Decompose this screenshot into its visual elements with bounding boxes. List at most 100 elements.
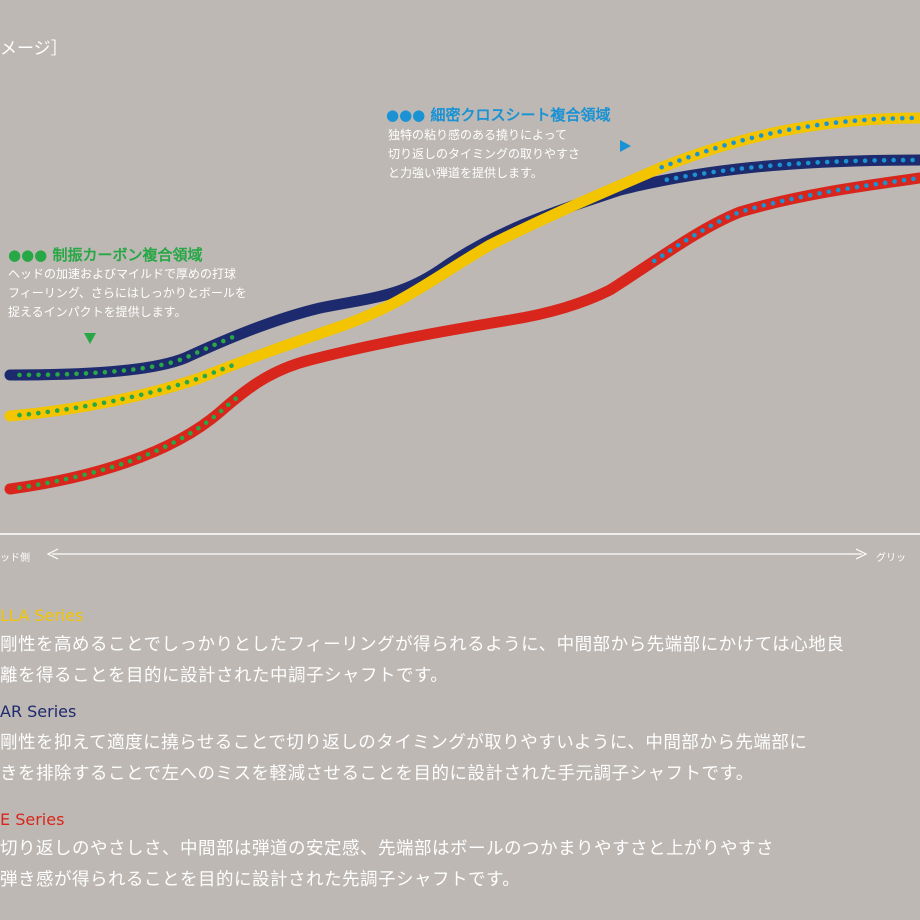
cross-region-marker-icon: [620, 140, 631, 152]
carbon-desc-line: フィーリング、さらにはしっかりとボールを: [8, 286, 247, 300]
carbon-fiber-dot: [186, 354, 191, 359]
cross-sheet-dot: [871, 117, 877, 122]
cross-sheet-dot: [708, 223, 714, 229]
cross-sheet-dot: [780, 198, 785, 204]
cross-sheet-dot: [862, 158, 868, 163]
cross-sheet-dot: [683, 174, 688, 179]
carbon-region-marker-icon: [84, 333, 96, 344]
cross-sheet-dot: [805, 160, 811, 166]
carbon-fiber-dot: [121, 368, 127, 373]
cross-sheet-dot: [713, 145, 718, 151]
cross-sheet-dot: [873, 181, 879, 187]
cross-sheet-dot: [786, 127, 792, 132]
cross-sheet-dot: [768, 131, 773, 136]
carbon-fiber-dot: [211, 414, 217, 420]
carbon-fiber-dot: [111, 398, 116, 404]
cross-sheet-dot: [692, 233, 697, 238]
series-desc-line: きを排除することで左へのミスを軽減させることを目的に設計された手元調子シャフトで…: [0, 764, 754, 784]
series-description-red: 切り返しのやさしさ、中間部は弾道の安定感、先端部はボールのつかまりやすさと上がり…: [0, 834, 774, 896]
carbon-fiber-dot: [91, 470, 97, 475]
carbon-fiber-dot: [83, 403, 88, 409]
cross-sheet-dot: [824, 159, 830, 165]
cross-desc-line: 独特の粘り感のある撓りによって: [388, 128, 568, 142]
cross-sheet-dot: [667, 248, 673, 253]
carbon-fiber-dot: [226, 402, 231, 408]
series-description-yellow: 剛性を高めることでしっかりとしたフィーリングが得られるように、中間部から先端部に…: [0, 630, 844, 692]
carbon-fiber-dot: [101, 400, 107, 406]
cross-sheet-dot: [725, 215, 731, 220]
cross-sheet-dot: [900, 157, 906, 163]
carbon-fiber-dot: [177, 357, 183, 363]
cross-sheet-dot: [700, 228, 705, 233]
carbon-fiber-dot: [168, 360, 173, 366]
cross-sheet-dot: [854, 184, 860, 190]
cross-sheet-dot: [664, 177, 670, 182]
cross-sheet-dot: [815, 160, 820, 165]
carbon-desc-line: ヘッドの加速およびマイルドで厚めの打球: [8, 267, 237, 281]
carbon-fiber-dot: [179, 435, 185, 441]
carbon-fiber-dot: [229, 363, 234, 369]
cross-sheet-dot: [911, 176, 916, 182]
cross-sheet-dot: [900, 115, 905, 121]
cross-annotation-description: 独特の粘り感のある撓りによって 切り返しのタイミングの取りやすさ と力強い弾道を…: [388, 126, 628, 183]
carbon-fiber-dot: [140, 365, 145, 371]
carbon-fiber-dot: [221, 338, 226, 344]
cross-sheet-dot: [814, 122, 820, 128]
carbon-dots-icon: ●●●: [8, 246, 48, 264]
cross-sheet-dot: [852, 118, 858, 123]
cross-sheet-dot: [761, 203, 767, 208]
fiber-dots-layer: [17, 115, 916, 491]
cross-sheet-dot: [826, 189, 832, 194]
carbon-annotation-title: ●●● 制振カーボン複合領域: [8, 244, 203, 265]
carbon-fiber-dot: [138, 392, 144, 398]
carbon-fiber-dot: [188, 431, 193, 436]
cross-sheet-dot: [862, 117, 867, 123]
curve-red: [4, 172, 920, 495]
cross-sheet-dot: [734, 211, 739, 216]
carbon-fiber-dot: [184, 379, 190, 385]
cross-sheet-dot: [768, 163, 773, 168]
carbon-fiber-dot: [203, 346, 209, 351]
cross-dots-icon: ●●●: [386, 106, 426, 124]
carbon-fiber-dot: [193, 377, 199, 382]
cross-sheet-dot: [777, 162, 783, 168]
cross-sheet-dot: [824, 121, 829, 127]
cross-sheet-dot: [743, 208, 748, 213]
cross-sheet-dot: [739, 166, 745, 171]
carbon-fiber-dot: [175, 382, 181, 388]
carbon-fiber-dot: [26, 411, 32, 417]
cross-sheet-dot: [704, 148, 709, 154]
cross-sheet-dot: [909, 115, 915, 121]
carbon-fiber-dot: [35, 482, 41, 487]
carbon-fiber-dot: [166, 385, 172, 390]
cross-sheet-dot: [752, 205, 757, 211]
series-description-navy: 剛性を抑えて適度に撓らせることで切り返しのタイミングが取りやすいように、中間部か…: [0, 728, 807, 790]
cross-sheet-dot: [668, 161, 673, 167]
carbon-fiber-dot: [45, 372, 51, 378]
carbon-fiber-dot: [154, 448, 159, 454]
cross-sheet-dot: [673, 175, 679, 181]
carbon-fiber-dot: [45, 409, 51, 415]
cross-sheet-dot: [892, 179, 897, 184]
series-name-navy: AR Series: [0, 702, 77, 721]
carbon-fiber-dot: [233, 396, 238, 402]
carbon-fiber-dot: [82, 472, 87, 478]
carbon-fiber-dot: [64, 371, 70, 377]
cross-sheet-dot: [786, 161, 792, 167]
carbon-fiber-dot: [102, 369, 108, 375]
cross-sheet-dot: [789, 196, 794, 202]
cross-sheet-dot: [722, 143, 727, 148]
carbon-fiber-dot: [100, 467, 106, 473]
cross-sheet-dot: [730, 167, 735, 172]
carbon-fiber-dot: [127, 458, 133, 464]
cross-sheet-dot: [692, 172, 698, 178]
carbon-fiber-dot: [159, 362, 164, 368]
cross-sheet-dot: [695, 151, 700, 157]
carbon-fiber-dot: [26, 372, 32, 378]
cross-sheet-dot: [770, 200, 776, 206]
cross-sheet-dot: [659, 165, 664, 170]
carbon-fiber-dot: [136, 455, 142, 461]
series-desc-line: 切り返しのやさしさ、中間部は弾道の安定感、先端部はボールのつかまりやすさと上がり…: [0, 839, 774, 859]
cross-sheet-dot: [675, 243, 681, 248]
cross-sheet-dot: [740, 138, 745, 143]
